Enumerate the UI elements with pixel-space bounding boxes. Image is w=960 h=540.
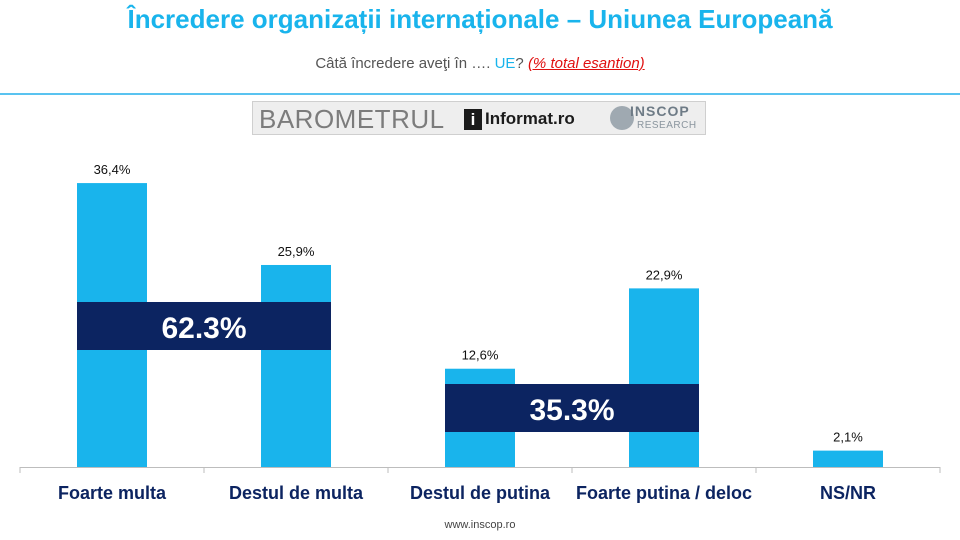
subtitle-note: (% total esantion) xyxy=(527,55,645,72)
x-tick-label: Foarte multa xyxy=(58,483,167,503)
subtitle-question: Câtă încredere aveţi în …. xyxy=(315,55,495,72)
footer-url: www.inscop.ro xyxy=(444,519,516,531)
group-band-1 xyxy=(77,302,331,350)
x-tick-label: Destul de multa xyxy=(229,483,364,503)
bar-chart: 36,4% Foarte multa 25,9% Destul de multa 12,… xyxy=(19,162,941,503)
subtitle-highlight: UE xyxy=(494,55,516,72)
bar-value-label: 2,1% xyxy=(833,430,863,445)
group-band-2 xyxy=(445,384,699,432)
inscop-logo-icon xyxy=(610,106,634,130)
chart-subtitle: Câtă încredere aveţi în …. UE? (% total … xyxy=(0,55,960,72)
x-tick-label: Foarte putina / deloc xyxy=(576,483,752,503)
bar-value-label: 25,9% xyxy=(278,244,315,259)
informat-logo-text: Informat.ro xyxy=(485,109,575,128)
bar-value-label: 22,9% xyxy=(646,267,683,282)
x-tick-label: Destul de putina xyxy=(410,483,551,503)
header-divider xyxy=(0,93,960,95)
informat-logo-icon: i xyxy=(464,109,482,130)
bar-value-label: 36,4% xyxy=(94,162,131,177)
bar-2 xyxy=(261,264,331,467)
barometru-logo-text: BAROMETRUL xyxy=(259,104,445,134)
inscop-logo-text: INSCOP xyxy=(630,103,690,119)
bar-value-label: 12,6% xyxy=(462,348,499,363)
subtitle-question-mark: ? xyxy=(515,55,528,72)
x-tick-label: NS/NR xyxy=(820,483,876,503)
bar-4 xyxy=(629,288,699,467)
group-total-label: 35.3% xyxy=(529,394,614,427)
barometru-logo-banner: BAROMETRUL i Informat.ro INSCOP RESEARCH xyxy=(252,101,706,135)
group-total-label: 62.3% xyxy=(161,312,246,345)
chart-title: Încredere organizații internaționale – U… xyxy=(127,4,833,34)
bar-5 xyxy=(813,450,883,467)
inscop-research-text: RESEARCH xyxy=(637,120,697,131)
